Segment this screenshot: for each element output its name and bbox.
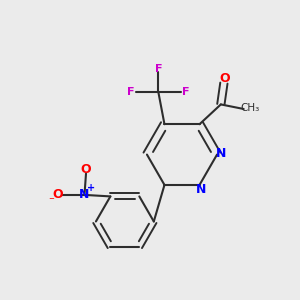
Text: N: N: [196, 183, 206, 196]
Text: O: O: [81, 163, 91, 176]
Text: F: F: [154, 64, 162, 74]
Text: CH₃: CH₃: [241, 103, 260, 113]
Text: N: N: [79, 188, 90, 201]
Text: N: N: [216, 147, 226, 160]
Text: O: O: [219, 72, 230, 85]
Text: F: F: [127, 87, 134, 97]
Text: ⁻: ⁻: [48, 196, 54, 206]
Text: +: +: [87, 183, 95, 193]
Text: F: F: [182, 87, 190, 97]
Text: O: O: [52, 188, 63, 201]
